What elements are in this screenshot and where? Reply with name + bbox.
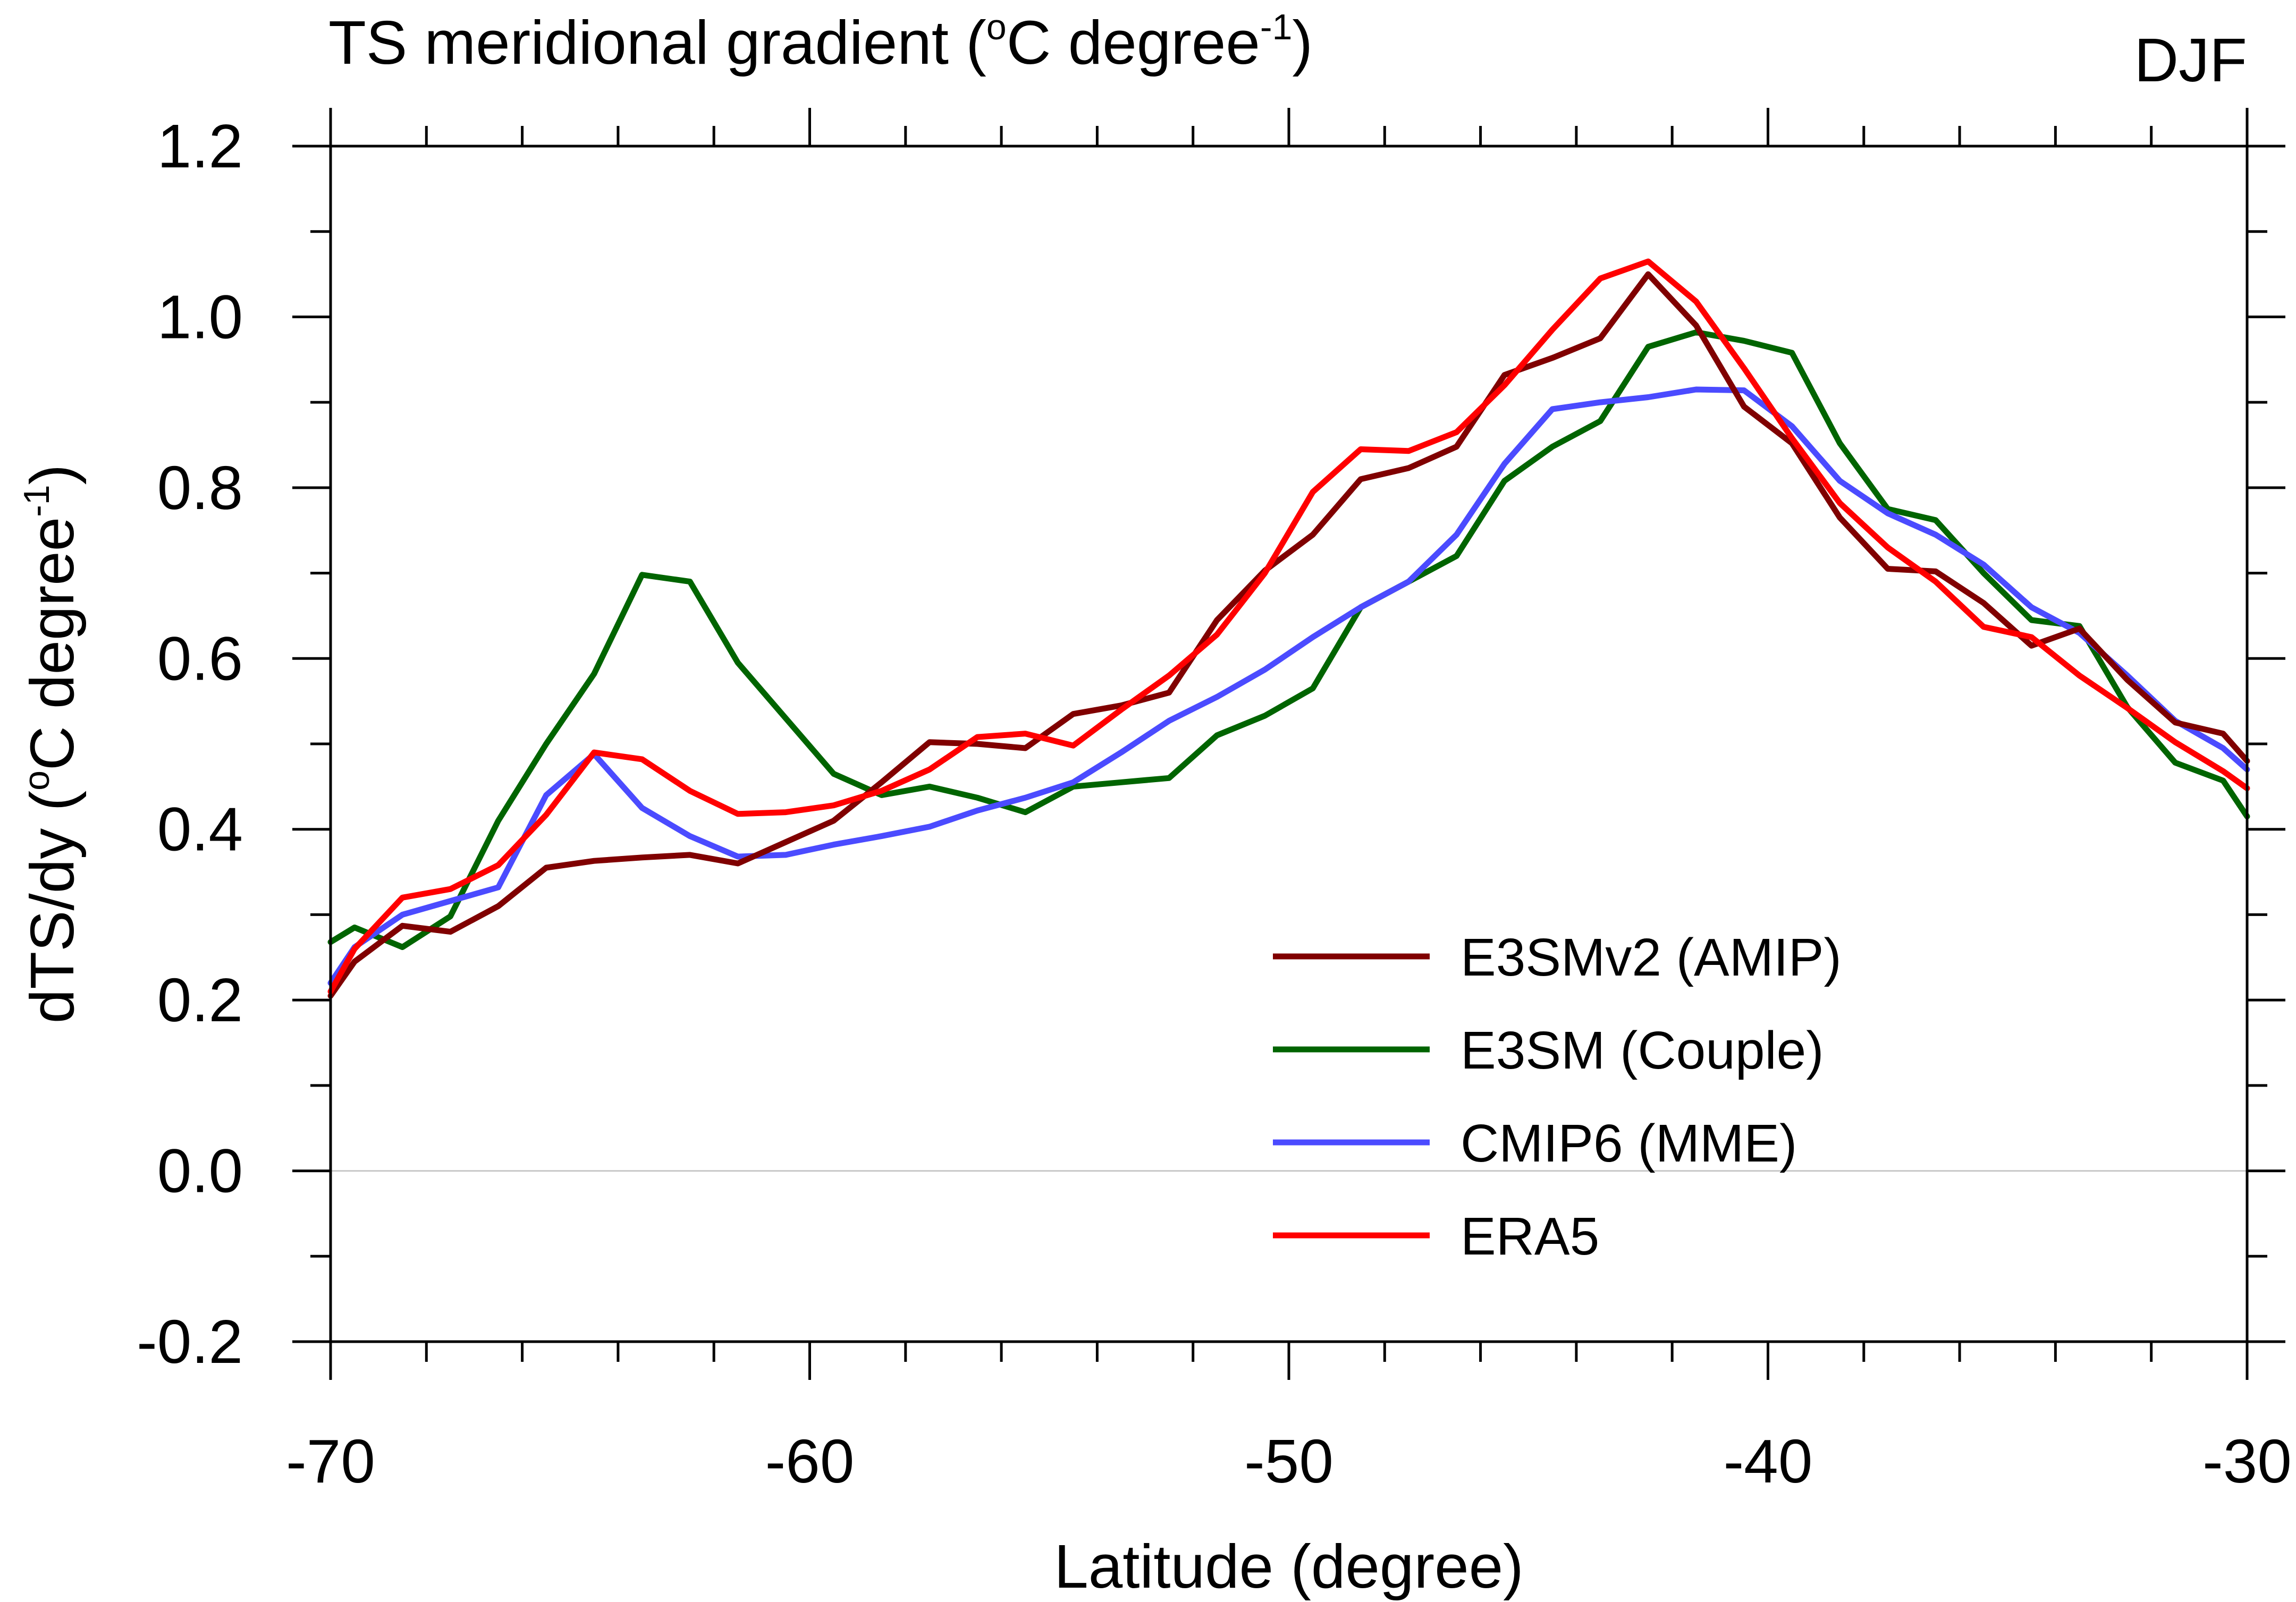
x-tick-label: -50: [1244, 1427, 1333, 1496]
y-tick-label: 0.8: [157, 453, 243, 522]
y-tick-label: 0.4: [157, 795, 243, 864]
ylabel-degree-sup: o: [16, 770, 57, 791]
plot-frame: [329, 145, 2249, 1343]
y-tick-label: -0.2: [137, 1307, 243, 1376]
series-line-e3smv2-amip: [327, 271, 2250, 999]
legend-label-cmip6-mme: CMIP6 (MME): [1461, 1114, 1797, 1173]
title-suffix: ): [1292, 8, 1313, 77]
y-axis-label: dTS/dy (oC degree-1): [16, 464, 87, 1023]
tick-labels: -0.2 0.0 0.2 0.4 0.6 0.8 1.0 1.2 -70 -60 -50 -40 -30: [137, 112, 2292, 1496]
title-degree-sup: o: [986, 7, 1007, 47]
x-tick-label: -60: [765, 1427, 855, 1496]
ylabel-mid: C degree: [18, 517, 87, 770]
legend: E3SMv2 (AMIP) E3SM (Couple) CMIP6 (MME) ERA…: [1273, 928, 1842, 1266]
y-tick-label: 0.6: [157, 624, 243, 693]
title-prefix: TS meridional gradient (: [328, 8, 986, 77]
x-axis-label: Latitude (degree): [1054, 1532, 1523, 1601]
legend-label-era5: ERA5: [1461, 1207, 1599, 1266]
ticks: [292, 108, 2285, 1380]
legend-label-e3smv2-amip: E3SMv2 (AMIP): [1461, 928, 1842, 987]
x-tick-label: -70: [286, 1427, 375, 1496]
title-exponent-sup: -1: [1260, 7, 1292, 47]
series-line-era5: [327, 258, 2250, 995]
series-line-cmip6-mme: [327, 386, 2250, 986]
season-label: DJF: [2134, 26, 2247, 95]
chart-title: TS meridional gradient (oC degree-1): [328, 7, 1313, 77]
y-tick-label: 0.2: [157, 965, 243, 1035]
series-layer: [327, 258, 2250, 999]
x-tick-label: -30: [2202, 1427, 2292, 1496]
ylabel-exponent-sup: -1: [16, 485, 57, 516]
x-tick-label: -40: [1724, 1427, 1813, 1496]
legend-label-e3sm-couple: E3SM (Couple): [1461, 1021, 1824, 1080]
y-tick-label: 1.2: [157, 112, 243, 181]
y-tick-label: 1.0: [157, 282, 243, 351]
ylabel-suffix: ): [18, 464, 87, 485]
title-mid: C degree: [1007, 8, 1260, 77]
ylabel-prefix: dTS/dy (: [18, 791, 87, 1023]
y-tick-label: 0.0: [157, 1137, 243, 1206]
series-line-e3sm-couple: [327, 329, 2250, 950]
